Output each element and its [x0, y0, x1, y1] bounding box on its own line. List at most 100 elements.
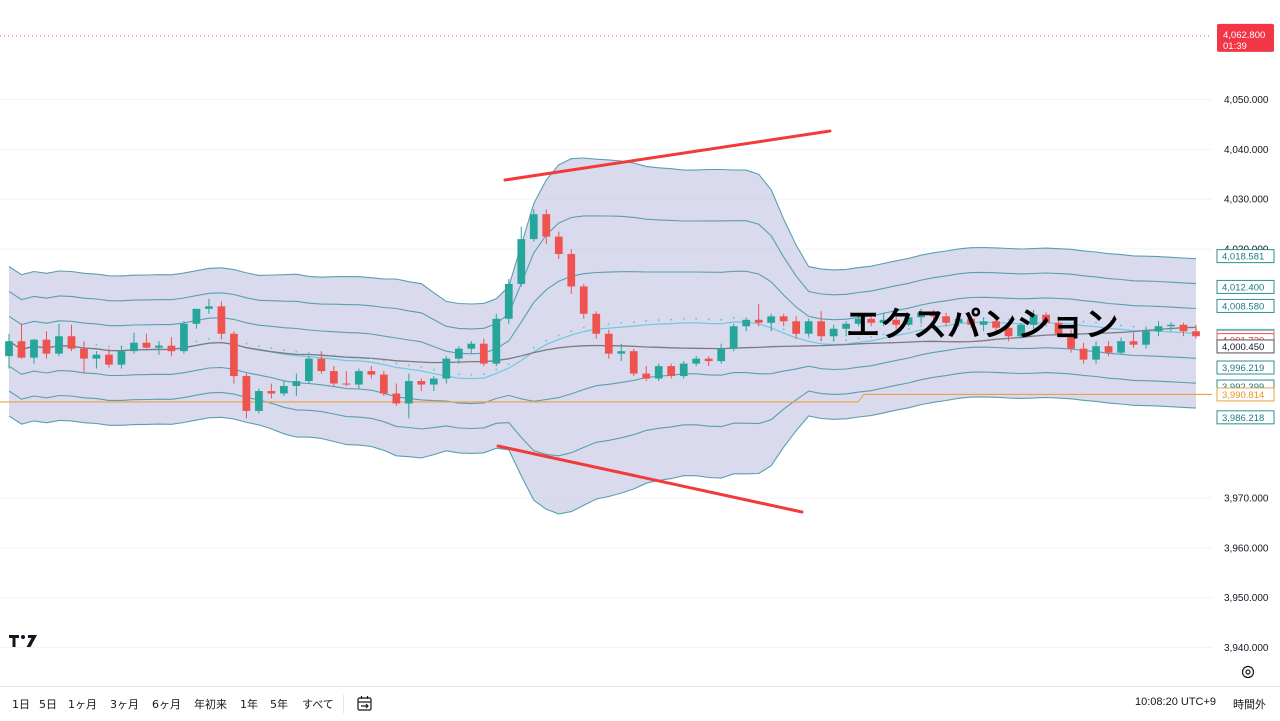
candle-body	[517, 239, 526, 284]
candle	[704, 356, 713, 367]
price-badge-value: 3,986.218	[1222, 413, 1264, 424]
candle	[242, 373, 251, 419]
candle	[30, 338, 38, 364]
candle-body	[205, 306, 213, 309]
range-5y-button[interactable]: 5年	[270, 698, 288, 711]
candle	[429, 376, 438, 392]
candle-body	[167, 345, 176, 352]
trail-dot	[1132, 325, 1135, 328]
trail-dot	[870, 335, 873, 338]
trail-dot	[207, 338, 210, 341]
trail-dot	[657, 319, 660, 322]
price-chart[interactable]: 4,050.0004,040.0004,030.0004,020.0003,97…	[0, 0, 1280, 660]
range-6m-button[interactable]: 6ヶ月	[152, 698, 181, 711]
candle	[1079, 342, 1088, 364]
session-toggle[interactable]: 時間外	[1233, 698, 1266, 711]
trail-dot	[707, 318, 710, 321]
candle	[829, 324, 838, 342]
candle	[1117, 337, 1125, 355]
candle-body	[1029, 314, 1038, 325]
candle	[542, 209, 551, 245]
trail-dot	[807, 336, 810, 339]
candle-body	[42, 339, 51, 354]
range-1y-button[interactable]: 1年	[240, 698, 258, 711]
trail-dot	[1145, 325, 1148, 328]
candle	[679, 361, 688, 379]
range-5d-button[interactable]: 5日	[39, 698, 57, 711]
candle-body	[879, 319, 888, 323]
candle-body	[992, 321, 1000, 328]
go-to-date-icon[interactable]	[355, 695, 375, 713]
candle	[392, 383, 401, 406]
trail-dot	[107, 345, 110, 348]
candle-body	[1079, 348, 1088, 360]
price-badge: 3,986.218	[1216, 410, 1275, 425]
candle	[1004, 322, 1013, 342]
candle	[67, 324, 76, 352]
candle	[354, 368, 363, 389]
last-price-value: 4,062.800	[1223, 30, 1265, 41]
candle-body	[642, 373, 651, 379]
trail-dot	[932, 322, 935, 325]
candle-body	[92, 354, 101, 359]
trail-dot	[432, 368, 435, 371]
candle-body	[367, 371, 376, 375]
candle-body	[1179, 324, 1188, 332]
trail-dot	[307, 351, 310, 354]
candle-body	[180, 323, 188, 352]
trail-dot	[1107, 323, 1110, 326]
candle	[155, 341, 163, 355]
trail-dot	[470, 373, 473, 376]
range-ytd-button[interactable]: 年初来	[194, 698, 227, 711]
trail-dot	[1007, 318, 1010, 321]
candle	[342, 371, 351, 387]
price-badge-bg	[1216, 339, 1275, 354]
candle	[167, 337, 176, 357]
candle-body	[654, 366, 663, 379]
candle	[692, 356, 701, 367]
candle	[1179, 322, 1188, 337]
candle-body	[429, 378, 438, 385]
last-price-badge-bg	[1217, 23, 1274, 52]
candle-body	[255, 391, 263, 411]
range-1d-button[interactable]: 1日	[12, 698, 30, 711]
trail-dot	[695, 317, 698, 320]
candle-body	[105, 354, 113, 365]
trail-dot	[857, 337, 860, 340]
candle-body	[792, 321, 801, 334]
range-all-button[interactable]: すべて	[302, 698, 334, 711]
candle	[454, 346, 463, 364]
candle	[504, 278, 513, 324]
expansion-annotation: エクスパンション	[846, 305, 1119, 345]
range-3m-button[interactable]: 3ヶ月	[110, 698, 139, 711]
candle-body	[80, 348, 88, 359]
candle-body	[55, 336, 63, 354]
candle-body	[817, 321, 826, 337]
band-line	[8, 215, 1197, 330]
candle-body	[717, 348, 726, 362]
candle-body	[867, 318, 876, 323]
candle-body	[854, 318, 863, 324]
candle-body	[442, 358, 451, 379]
candle	[792, 316, 801, 339]
moving-average-line	[8, 326, 1197, 364]
price-axis[interactable]: 4,050.0004,040.0004,030.0004,020.0003,97…	[1216, 23, 1275, 654]
gear-icon[interactable]	[1240, 664, 1256, 680]
lower-trend-line	[496, 444, 804, 514]
candle-body	[155, 345, 163, 348]
candle	[879, 312, 888, 327]
candle-body	[1154, 326, 1163, 332]
price-badge-bg	[1216, 249, 1275, 264]
trail-dot	[545, 339, 548, 342]
trail-dot	[482, 373, 485, 376]
toolbar-divider	[343, 695, 344, 713]
candle	[954, 314, 963, 327]
tradingview-logo-icon	[9, 635, 37, 647]
trail-dot	[270, 346, 273, 349]
candle-body	[592, 313, 601, 334]
range-1m-button[interactable]: 1ヶ月	[68, 698, 97, 711]
candle	[305, 356, 313, 384]
candle	[317, 351, 326, 374]
price-badge: 4,008.580	[1216, 298, 1275, 313]
